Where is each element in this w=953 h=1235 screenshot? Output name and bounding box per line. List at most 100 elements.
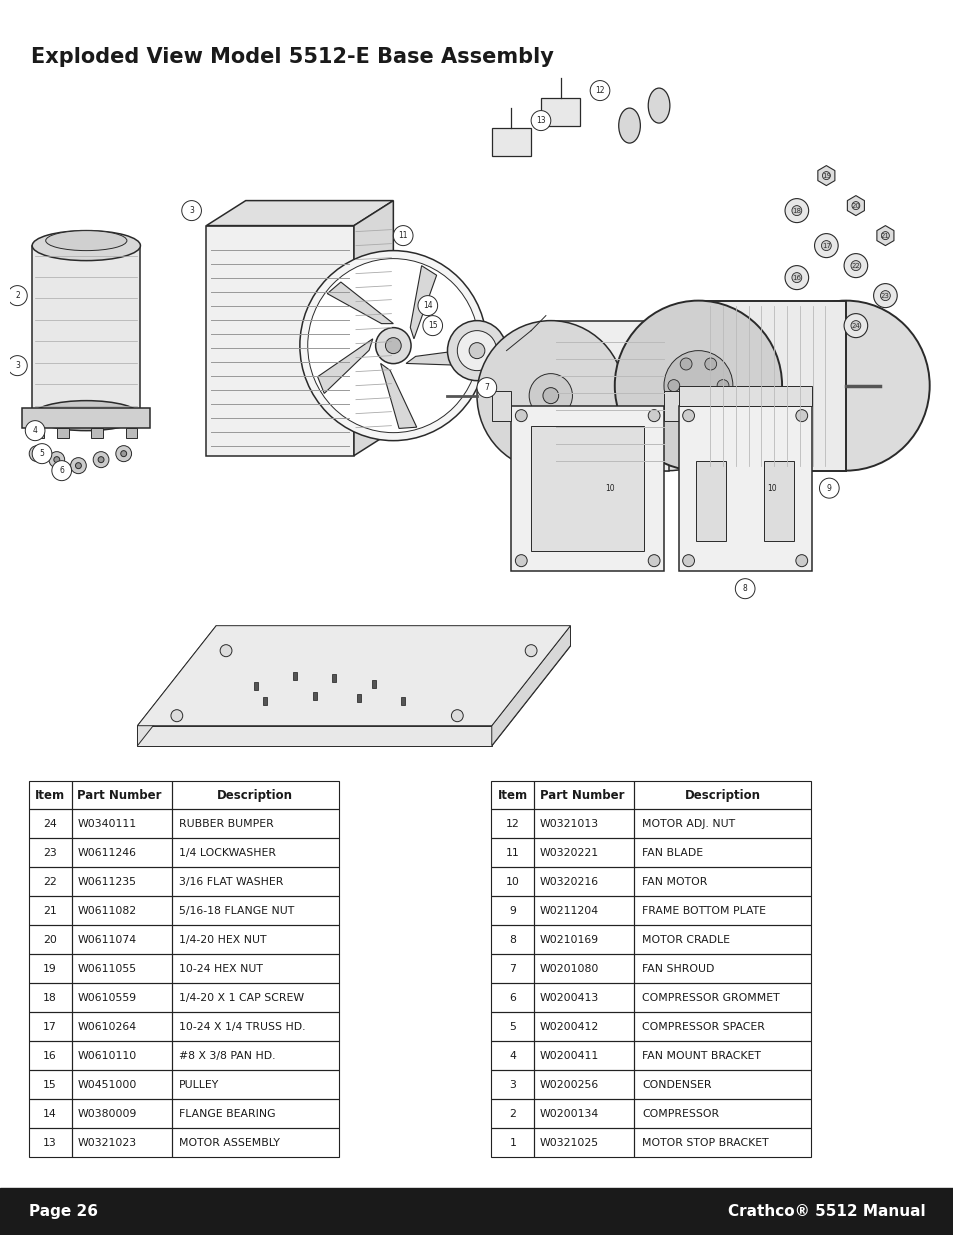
Polygon shape [410,266,436,338]
Polygon shape [698,300,845,471]
Polygon shape [550,321,668,471]
Polygon shape [22,408,151,427]
Circle shape [821,241,830,251]
Bar [206,226,354,456]
Bar [678,385,811,405]
Circle shape [71,458,86,474]
Text: Crathco® 5512 Manual: Crathco® 5512 Manual [727,1204,924,1219]
Circle shape [881,232,888,240]
Circle shape [393,226,413,246]
Circle shape [821,172,829,179]
Bar [511,405,663,571]
Text: W0211204: W0211204 [539,906,598,916]
Bar [491,809,534,839]
Circle shape [682,555,694,567]
Circle shape [850,261,860,270]
Bar [0,1188,953,1235]
Circle shape [98,457,104,463]
Text: 1/4-20 HEX NUT: 1/4-20 HEX NUT [179,935,267,945]
Polygon shape [137,626,216,746]
Bar [71,1099,172,1129]
Text: 21: 21 [43,906,57,916]
Text: W0380009: W0380009 [77,1109,136,1119]
Bar [663,390,683,421]
Bar [172,955,338,983]
Bar [71,867,172,897]
Bar [71,839,172,867]
Text: 23: 23 [880,293,889,299]
Circle shape [469,342,484,358]
Text: W0200256: W0200256 [539,1079,598,1089]
Circle shape [34,451,40,457]
Text: 7: 7 [484,383,489,393]
Text: FAN MOUNT BRACKET: FAN MOUNT BRACKET [641,1051,760,1061]
Bar [491,1013,534,1041]
Bar [29,897,71,925]
Circle shape [843,253,867,278]
Text: 3/16 FLAT WASHER: 3/16 FLAT WASHER [179,877,283,887]
Bar [534,983,634,1013]
Circle shape [819,478,839,498]
Text: W0321023: W0321023 [77,1137,136,1147]
Circle shape [299,251,486,441]
Text: W0610110: W0610110 [77,1051,136,1061]
Ellipse shape [476,321,624,471]
Circle shape [843,314,867,337]
Bar [172,1099,338,1129]
Text: 21: 21 [880,232,889,238]
Circle shape [115,446,132,462]
Bar [634,1071,810,1099]
Circle shape [795,555,807,567]
Bar [172,867,338,897]
Circle shape [682,410,694,421]
Ellipse shape [761,300,929,471]
Bar [29,1013,71,1041]
Bar [634,955,810,983]
Bar [29,1071,71,1099]
Circle shape [308,258,478,432]
Text: MOTOR ASSEMBLY: MOTOR ASSEMBLY [179,1137,280,1147]
Circle shape [75,463,81,468]
Text: 2: 2 [15,291,20,300]
Bar [313,692,316,700]
Ellipse shape [618,109,639,143]
Bar [172,839,338,867]
Polygon shape [491,626,570,746]
Text: 8: 8 [742,584,747,593]
Text: Item: Item [35,788,65,802]
Polygon shape [126,427,137,437]
Text: Description: Description [684,788,760,802]
Bar [491,1129,534,1157]
Bar [29,809,71,839]
Circle shape [850,321,860,331]
Text: 1: 1 [509,1137,516,1147]
Text: W0320221: W0320221 [539,848,598,858]
Bar [172,897,338,925]
Text: W0320216: W0320216 [539,877,598,887]
Polygon shape [846,195,863,216]
Circle shape [447,321,506,380]
Bar [634,1129,810,1157]
Text: COMPRESSOR GROMMET: COMPRESSOR GROMMET [641,993,779,1003]
Circle shape [679,358,691,370]
Polygon shape [57,427,69,437]
Circle shape [8,356,28,375]
Circle shape [880,290,889,300]
Circle shape [456,331,497,370]
Bar [29,925,71,955]
Text: Part Number: Part Number [77,788,162,802]
Bar [71,1129,172,1157]
Bar [29,955,71,983]
Text: 16: 16 [43,1051,57,1061]
Bar [634,809,810,839]
Bar [491,839,534,867]
Text: W0611082: W0611082 [77,906,136,916]
Text: 19: 19 [43,963,57,974]
Bar [678,405,811,571]
Text: 13: 13 [536,116,545,125]
Text: FAN MOTOR: FAN MOTOR [641,877,707,887]
Bar [540,98,579,126]
Circle shape [784,199,808,222]
Circle shape [791,205,801,216]
Ellipse shape [595,321,742,471]
